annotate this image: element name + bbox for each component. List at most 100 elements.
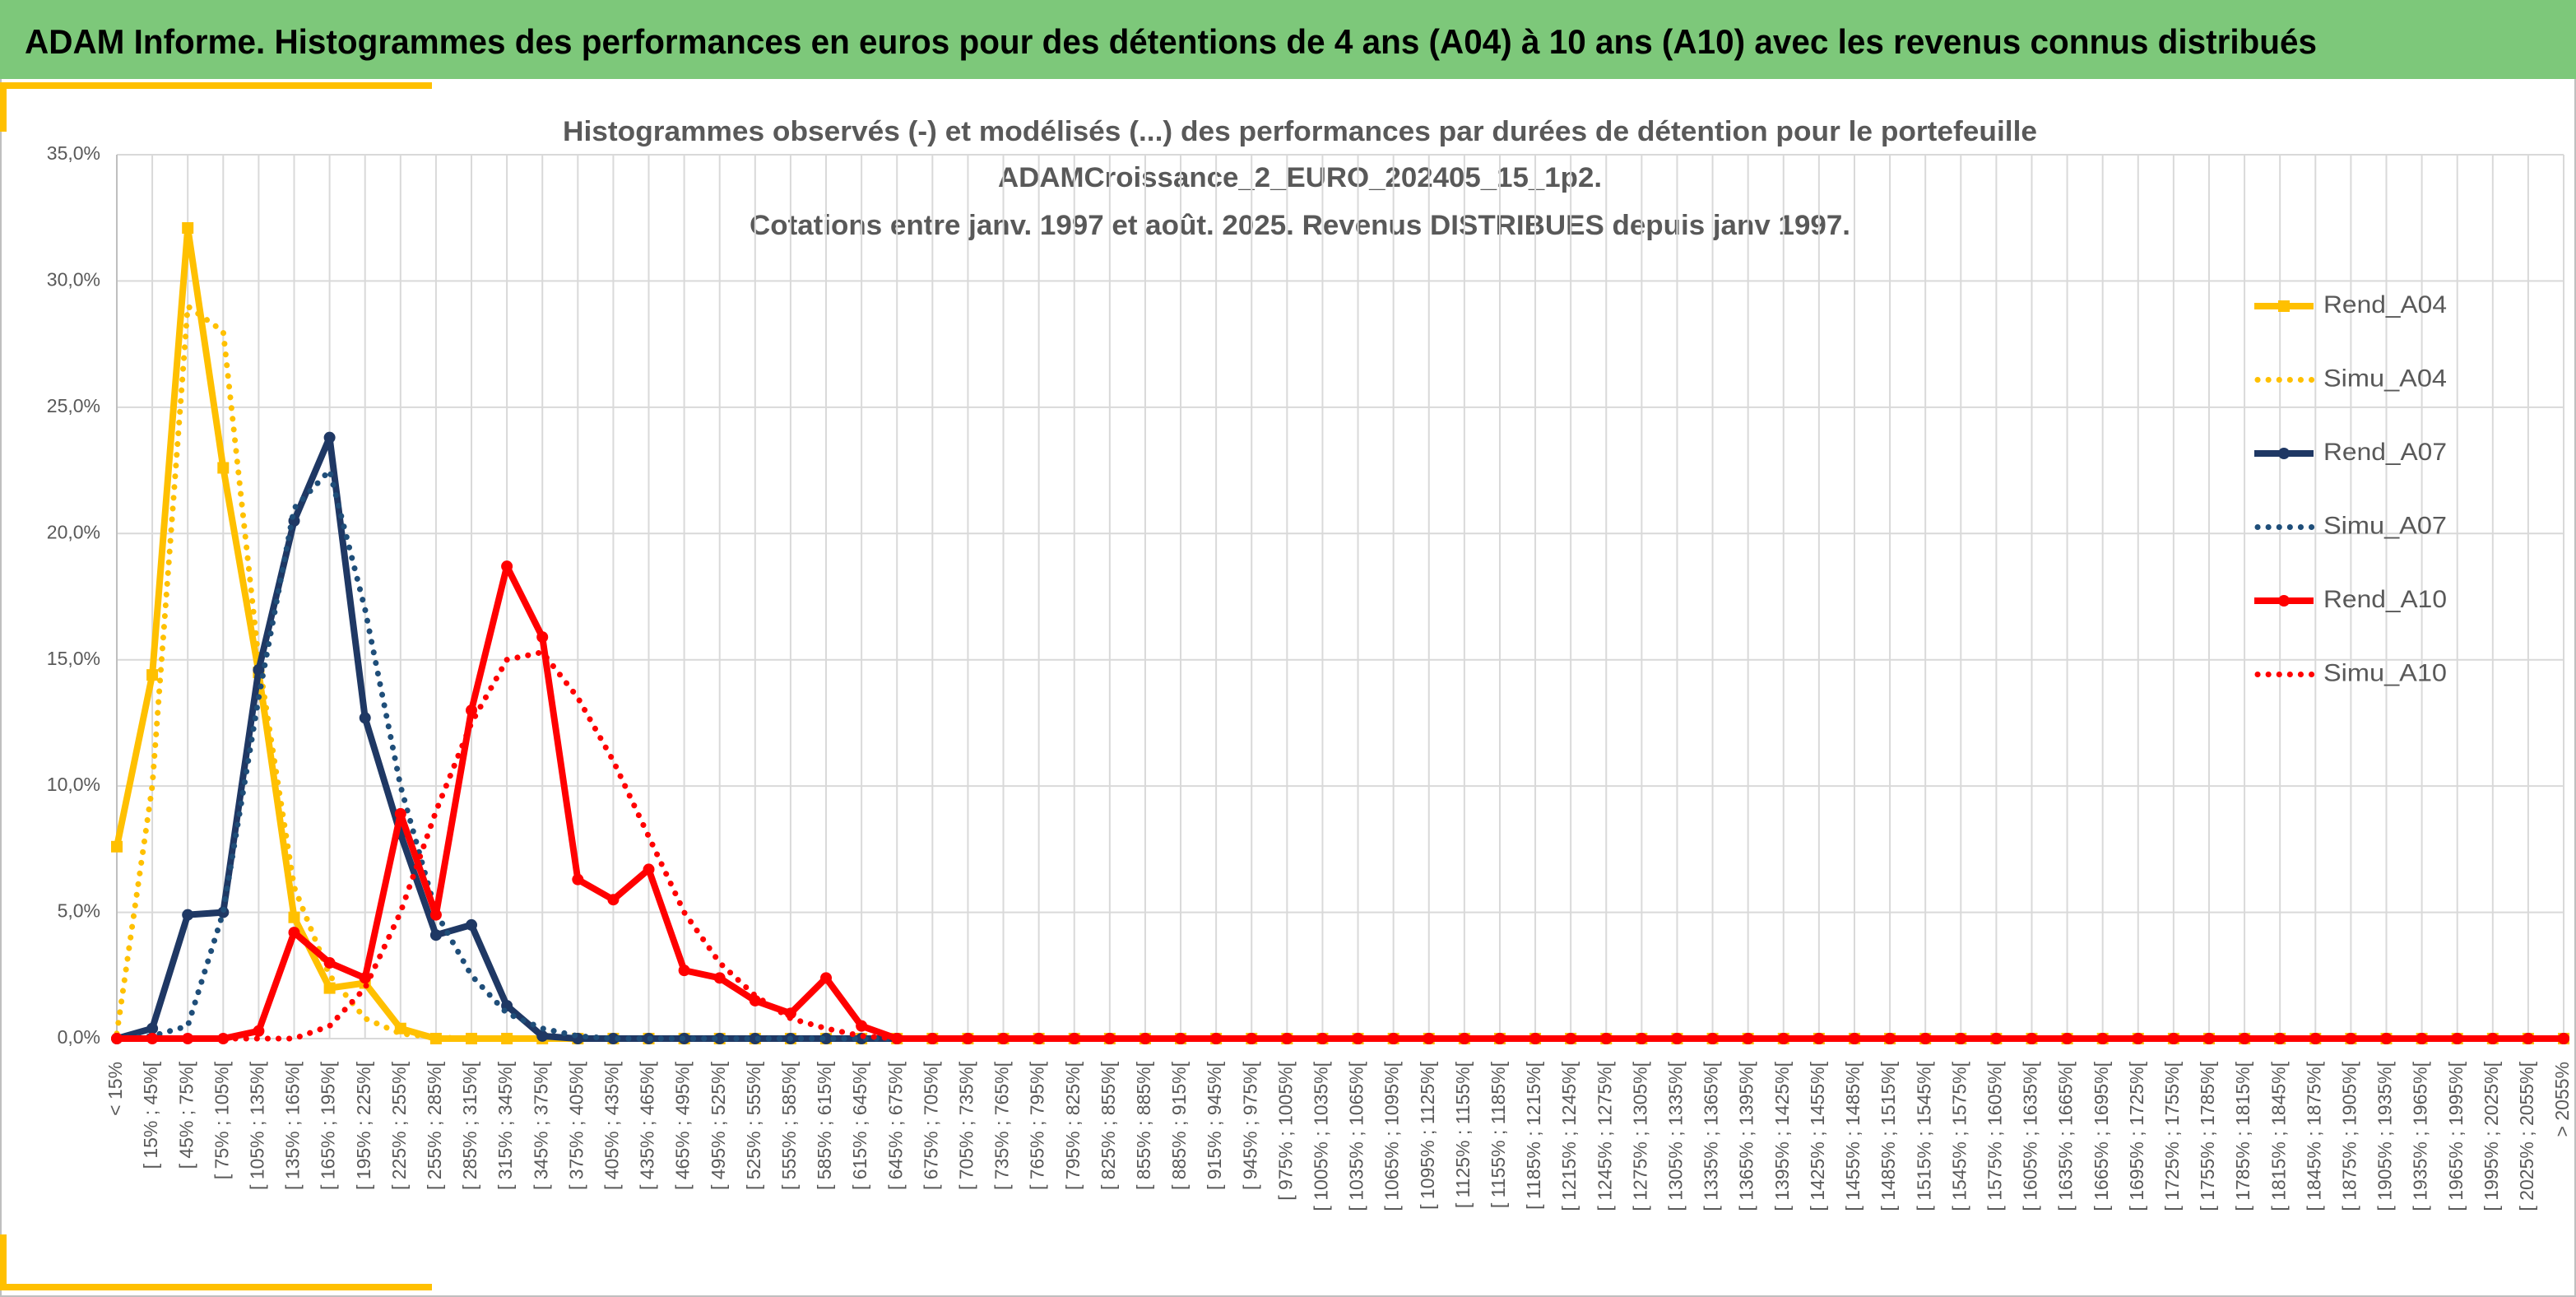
x-tick-label: [ 1695% ; 1725%[ bbox=[2126, 1061, 2147, 1211]
marker bbox=[2416, 1033, 2428, 1044]
marker bbox=[962, 1033, 974, 1044]
marker bbox=[643, 863, 655, 876]
marker bbox=[1175, 1033, 1187, 1044]
x-tick-label: [ 165% ; 195%[ bbox=[318, 1061, 339, 1190]
x-tick-label: [ 585% ; 615%[ bbox=[814, 1061, 835, 1190]
marker bbox=[253, 1025, 265, 1037]
x-tick-label: [ 735% ; 765%[ bbox=[991, 1061, 1013, 1190]
x-tick-label: > 2055% bbox=[2551, 1062, 2573, 1137]
marker bbox=[146, 669, 159, 681]
marker bbox=[323, 982, 336, 994]
header-bar bbox=[0, 0, 2576, 79]
x-tick-label: [ 2025% ; 2055%[ bbox=[2516, 1061, 2537, 1211]
accent bbox=[0, 1284, 432, 1290]
marker bbox=[1565, 1033, 1577, 1044]
x-tick-label: [ 1935% ; 1965%[ bbox=[2410, 1061, 2431, 1211]
x-tick-label: [ 1635% ; 1665%[ bbox=[2055, 1061, 2077, 1211]
chart-title: ADAMCroissance_2_EURO_202405_15_1p2. bbox=[998, 162, 1602, 193]
marker bbox=[466, 704, 478, 717]
x-tick-label: [ 375% ; 405%[ bbox=[565, 1061, 587, 1190]
x-tick-label: [ 705% ; 735%[ bbox=[956, 1061, 977, 1190]
x-tick-label: [ 1755% ; 1785%[ bbox=[2197, 1061, 2218, 1211]
x-tick-label: [ 1785% ; 1815%[ bbox=[2232, 1061, 2253, 1211]
legend-label: Simu_A07 bbox=[2323, 512, 2447, 539]
marker bbox=[2026, 1033, 2038, 1044]
marker bbox=[501, 560, 513, 573]
x-tick-label: [ 1125% ; 1155%[ bbox=[1452, 1061, 1474, 1208]
x-tick-label: [ 1995% ; 2025%[ bbox=[2481, 1061, 2502, 1211]
marker bbox=[1033, 1033, 1045, 1044]
marker bbox=[288, 927, 300, 939]
marker bbox=[820, 1033, 833, 1044]
marker bbox=[1529, 1033, 1542, 1044]
marker bbox=[429, 909, 442, 921]
legend-label: Rend_A07 bbox=[2323, 439, 2447, 466]
x-tick-label: [ 1485% ; 1515%[ bbox=[1877, 1061, 1899, 1211]
x-tick-label: [ 1095% ; 1125%[ bbox=[1417, 1061, 1438, 1209]
x-tick-label: [ 345% ; 375%[ bbox=[530, 1061, 551, 1190]
marker bbox=[429, 929, 442, 941]
x-tick-label: [ 495% ; 525%[ bbox=[708, 1061, 729, 1190]
y-tick-label: 20,0% bbox=[47, 521, 100, 542]
x-tick-label: [ 915% ; 945%[ bbox=[1204, 1061, 1225, 1190]
x-tick-label: [ 315% ; 345%[ bbox=[494, 1061, 516, 1190]
marker bbox=[536, 631, 549, 644]
x-tick-label: [ 1845% ; 1875%[ bbox=[2303, 1061, 2324, 1211]
x-tick-label: [ 975% ; 1005%[ bbox=[1274, 1061, 1296, 1200]
x-tick-label: [ 1425% ; 1455%[ bbox=[1807, 1061, 1828, 1211]
marker bbox=[607, 1033, 620, 1044]
x-tick-label: [ 675% ; 705%[ bbox=[920, 1061, 941, 1190]
x-tick-label: [ 1455% ; 1485%[ bbox=[1842, 1061, 1864, 1211]
marker bbox=[466, 918, 478, 931]
x-tick-label: [ 1515% ; 1545%[ bbox=[1913, 1061, 1934, 1211]
legend-label: Simu_A04 bbox=[2323, 365, 2447, 392]
marker bbox=[1671, 1033, 1683, 1044]
x-tick-label: [ 885% ; 915%[ bbox=[1168, 1061, 1190, 1190]
marker bbox=[536, 1030, 549, 1042]
marker bbox=[572, 873, 584, 886]
accent bbox=[0, 82, 432, 89]
y-tick-label: 10,0% bbox=[47, 774, 100, 795]
x-tick-label: [ 1215% ; 1245%[ bbox=[1558, 1061, 1580, 1211]
x-tick-label: [ 1065% ; 1095%[ bbox=[1381, 1061, 1403, 1211]
x-tick-label: [ 765% ; 795%[ bbox=[1027, 1061, 1048, 1190]
marker bbox=[820, 972, 833, 984]
marker bbox=[2167, 1033, 2179, 1044]
marker bbox=[146, 1022, 159, 1034]
x-tick-label: [ 1185% ; 1215%[ bbox=[1523, 1061, 1544, 1209]
x-tick-label: [ 645% ; 675%[ bbox=[884, 1061, 906, 1190]
x-tick-label: [ 1245% ; 1275%[ bbox=[1594, 1061, 1615, 1211]
marker bbox=[2061, 1033, 2073, 1044]
x-tick-label: [ 105% ; 135%[ bbox=[246, 1061, 267, 1190]
marker bbox=[2132, 1033, 2144, 1044]
marker bbox=[607, 894, 620, 906]
x-tick-label: [ 525% ; 555%[ bbox=[743, 1061, 764, 1190]
marker bbox=[856, 1020, 868, 1032]
x-tick-label: [ 285% ; 315%[ bbox=[459, 1061, 480, 1190]
marker bbox=[146, 1033, 159, 1044]
marker bbox=[359, 712, 371, 724]
x-tick-label: [ 1395% ; 1425%[ bbox=[1771, 1061, 1793, 1211]
marker bbox=[713, 1033, 726, 1044]
legend-label: Rend_A04 bbox=[2323, 291, 2447, 318]
x-tick-label: [ 1875% ; 1905%[ bbox=[2338, 1061, 2360, 1211]
legend-marker bbox=[2278, 448, 2290, 459]
x-tick-label: [ 435% ; 465%[ bbox=[637, 1061, 658, 1190]
header-title: ADAM Informe. Histogrammes des performan… bbox=[25, 22, 2317, 61]
x-tick-label: [ 945% ; 975%[ bbox=[1239, 1061, 1260, 1190]
x-tick-label: [ 225% ; 255%[ bbox=[388, 1061, 410, 1190]
marker bbox=[749, 994, 761, 1006]
y-tick-label: 30,0% bbox=[47, 269, 100, 291]
marker bbox=[2274, 1033, 2286, 1044]
y-tick-label: 15,0% bbox=[47, 648, 100, 669]
marker bbox=[784, 1007, 796, 1020]
x-tick-label: [ 825% ; 855%[ bbox=[1098, 1061, 1119, 1190]
x-tick-label: [ 1725% ; 1755%[ bbox=[2161, 1061, 2183, 1211]
y-tick-label: 35,0% bbox=[47, 142, 100, 164]
marker bbox=[182, 221, 194, 234]
marker bbox=[182, 909, 194, 921]
marker bbox=[1316, 1033, 1329, 1044]
series-line bbox=[114, 303, 2567, 1042]
marker bbox=[2380, 1033, 2393, 1044]
x-tick-label: [ 795% ; 825%[ bbox=[1062, 1061, 1084, 1190]
